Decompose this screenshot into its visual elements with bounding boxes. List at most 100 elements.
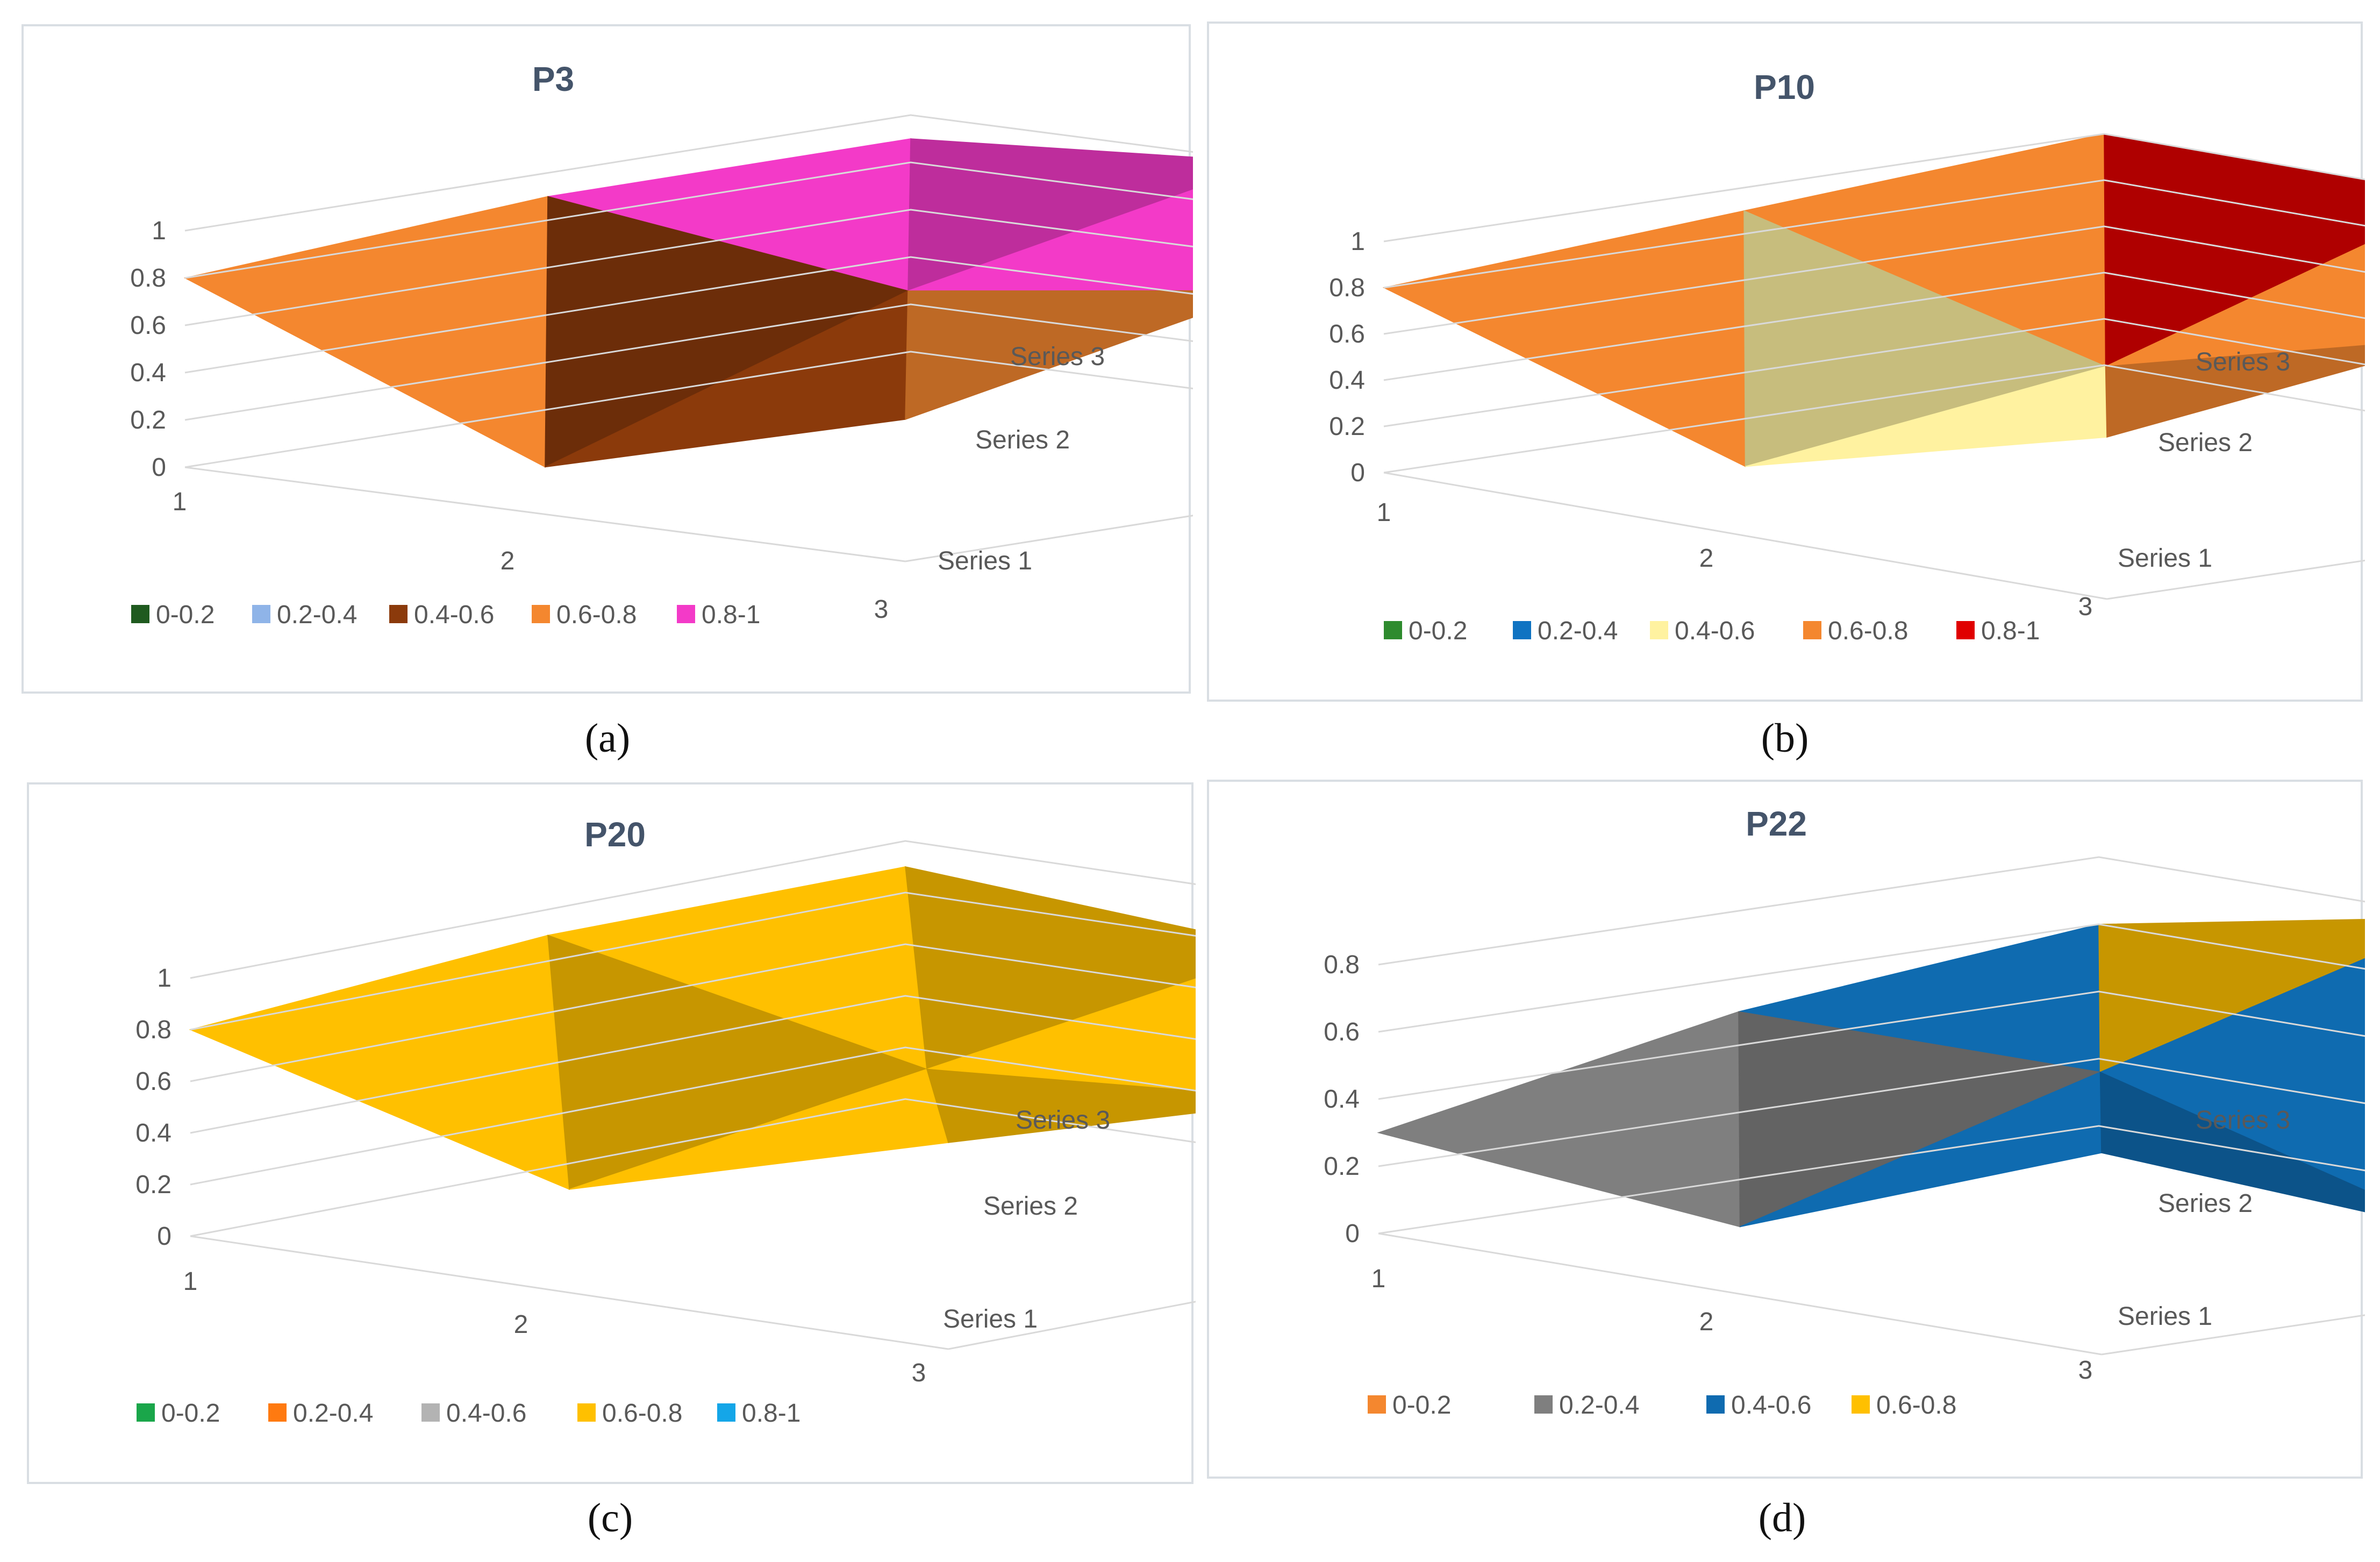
legend-label: 0-0.2 <box>156 601 215 629</box>
legend-swatch <box>268 1403 287 1422</box>
chart-svg-p3: P3 0 0.2 0.4 0.6 0.8 1 1 2 3 Series 1 Series 2 Seri… <box>130 60 1193 629</box>
z-tick-label: 1 <box>157 964 171 993</box>
series-label: Series 3 <box>2196 1106 2290 1135</box>
z-tick-label: 0 <box>157 1222 171 1251</box>
surface-patch <box>1382 210 1746 467</box>
legend-label: 0.2-0.4 <box>1538 617 1618 645</box>
legend-label: 0.6-0.8 <box>1828 617 1908 645</box>
chart-svg-p22: P22 0 0.2 0.4 0.6 0.8 1 2 3 Series 1 Series 2 Seri… <box>1324 804 2365 1420</box>
z-tick-label: 0.4 <box>1324 1085 1360 1114</box>
chart-title: P20 <box>584 815 646 854</box>
series-label: Series 2 <box>983 1192 1078 1221</box>
surface-patch <box>2105 345 2365 438</box>
chart-title: P3 <box>532 60 574 98</box>
legend-swatch <box>1956 621 1975 639</box>
legend-swatch <box>252 605 270 623</box>
gridline <box>184 351 1193 468</box>
x-tick-label: 3 <box>912 1359 926 1387</box>
surface-patch <box>183 196 548 468</box>
z-tick-label: 0.6 <box>1329 320 1365 348</box>
series-axis-line <box>2106 559 2365 600</box>
series-label: Series 3 <box>2196 348 2290 376</box>
legend-swatch <box>137 1403 155 1422</box>
z-tick-label: 0.2 <box>130 406 166 434</box>
legend-label: 0.6-0.8 <box>602 1399 682 1428</box>
x-tick-label: 1 <box>1377 498 1391 527</box>
legend-swatch <box>1650 621 1668 639</box>
chart-title: P22 <box>1746 804 1807 843</box>
gridline <box>1383 179 2365 289</box>
gridline <box>184 114 1193 232</box>
x-tick-label: 1 <box>183 1267 198 1296</box>
z-tick-label: 1 <box>152 217 166 245</box>
z-tick-label: 0.6 <box>135 1067 171 1096</box>
x-tick-label: 3 <box>874 595 889 624</box>
legend-label: 0.8-1 <box>702 601 760 629</box>
legend-swatch <box>131 605 149 623</box>
legend-swatch <box>1384 621 1402 639</box>
gridline <box>184 161 1193 279</box>
chart-title: P10 <box>1754 68 1815 106</box>
chart-panel-p10: P10 0 0.2 0.4 0.6 0.8 1 1 2 3 Series 1 Series 2 Ser… <box>1207 22 2365 702</box>
gridline <box>190 891 1196 1031</box>
x-tick-label: 2 <box>501 547 515 575</box>
legend-label: 0.4-0.6 <box>1731 1391 1811 1420</box>
x-tick-label: 1 <box>173 488 187 516</box>
legend-label: 0.8-1 <box>1981 617 2040 645</box>
chart-svg-p10: P10 0 0.2 0.4 0.6 0.8 1 1 2 3 Series 1 Series 2 Ser… <box>1329 68 2365 645</box>
legend-label: 0-0.2 <box>161 1399 220 1428</box>
x-tick-label: 2 <box>1699 1308 1714 1336</box>
surface-patch <box>905 290 1193 420</box>
z-tick-label: 0.2 <box>1324 1152 1360 1181</box>
series-axis-line <box>948 1301 1196 1350</box>
gridline <box>1378 990 2365 1100</box>
gridline <box>1378 1058 2365 1167</box>
z-tick-label: 0 <box>152 453 166 482</box>
legend-label: 0.2-0.4 <box>1559 1391 1639 1420</box>
gridline <box>190 1046 1196 1186</box>
legend-label: 0.6-0.8 <box>556 601 637 629</box>
chart-panel-p22: P22 0 0.2 0.4 0.6 0.8 1 2 3 Series 1 Series 2 Seri… <box>1207 780 2365 1479</box>
legend-swatch <box>532 605 550 623</box>
legend-label: 0.2-0.4 <box>293 1399 373 1428</box>
gridline <box>1383 225 2365 335</box>
z-tick-label: 0.4 <box>135 1119 171 1147</box>
chart-panel-p3: P3 0 0.2 0.4 0.6 0.8 1 1 2 3 Series 1 Series 2 Seri… <box>22 24 1193 694</box>
surface-patch <box>926 1068 1196 1143</box>
legend-swatch <box>717 1403 735 1422</box>
gridline <box>1383 318 2365 427</box>
series-label: Series 1 <box>943 1305 1038 1333</box>
x-tick-label: 2 <box>514 1310 528 1339</box>
x-tick-label: 1 <box>1371 1265 1386 1293</box>
series-label: Series 2 <box>975 426 1070 454</box>
surface-patch <box>2099 1071 2365 1212</box>
legend-label: 0.4-0.6 <box>414 601 494 629</box>
z-tick-label: 0.4 <box>130 359 166 387</box>
x-axis-line <box>1378 1232 2102 1356</box>
legend-label: 0-0.2 <box>1392 1391 1451 1420</box>
series-axis-line <box>905 515 1193 562</box>
legend-swatch <box>677 605 695 623</box>
legend-swatch <box>421 1403 440 1422</box>
gridline <box>190 943 1196 1082</box>
surface-patch <box>1377 1011 1741 1228</box>
caption-c: (c) <box>587 1495 633 1540</box>
x-tick-label: 3 <box>2078 1356 2093 1385</box>
z-tick-label: 0.2 <box>135 1171 171 1199</box>
gridline <box>1383 364 2365 474</box>
gridline <box>1378 1125 2365 1235</box>
gridline <box>184 209 1193 326</box>
series-label: Series 1 <box>938 547 1032 575</box>
z-tick-label: 1 <box>1350 227 1365 256</box>
legend-label: 0-0.2 <box>1409 617 1467 645</box>
x-axis-line <box>184 466 906 562</box>
z-tick-label: 0 <box>1350 459 1365 487</box>
caption-a: (a) <box>584 716 631 761</box>
x-tick-label: 3 <box>2078 593 2093 621</box>
series-label: Series 3 <box>1016 1106 1110 1135</box>
legend-swatch <box>1368 1395 1386 1414</box>
x-axis-line <box>1383 472 2107 600</box>
series-label: Series 2 <box>2158 1189 2253 1218</box>
legend-swatch <box>577 1403 596 1422</box>
legend-swatch <box>1803 621 1821 639</box>
